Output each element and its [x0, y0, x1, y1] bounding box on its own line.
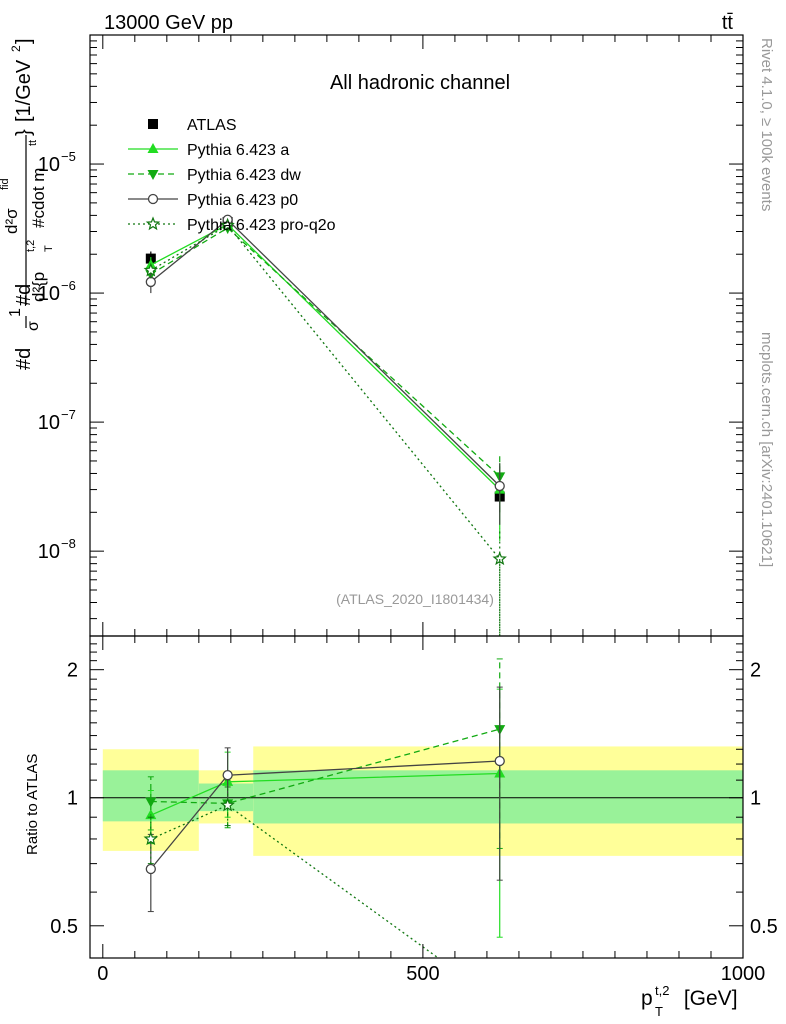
ratio-series-pythia-6-423-p0	[145, 686, 505, 913]
ylabel-part-denominator: d²{p	[29, 272, 48, 302]
data-point	[220, 217, 235, 232]
legend-marker	[147, 143, 159, 153]
ratio-y-tick-label-right: 1	[750, 788, 761, 810]
ratio-point	[145, 863, 156, 875]
xlabel-subscript: T	[655, 1004, 663, 1019]
ylabel-part-unit-close: ]	[13, 38, 35, 44]
legend-marker	[147, 193, 159, 205]
ylabel-part-sigma: σ	[25, 321, 42, 331]
ratio-panel-frame	[89, 635, 744, 959]
ratio-series-pythia-6-423-pro-q2o	[143, 786, 438, 958]
ratio-y-tick-label-left: 2	[67, 660, 78, 682]
y-tick-label-exponent: −8	[61, 536, 76, 551]
mcplots-label: mcplots.cern.ch [arXiv:2401.10621]	[758, 332, 775, 567]
ylabel-part-brace: }	[13, 129, 35, 136]
xlabel-p: p	[641, 987, 653, 1010]
header-process-label: tt̄	[722, 12, 734, 34]
y-tick-label-base: 10	[38, 412, 60, 434]
chart-title: All hadronic channel	[330, 72, 510, 94]
y-tick-label-exponent: −7	[61, 407, 76, 422]
ratio-y-axis-label: Ratio to ATLAS	[24, 754, 41, 855]
ratio-point	[222, 770, 233, 781]
y-tick-label-exponent: −6	[61, 278, 76, 293]
ylabel-part-cdot: #cdot m	[29, 168, 48, 228]
series-pythia-6-423-pro-q2o	[143, 217, 507, 634]
series-line	[150, 218, 501, 487]
ratio-y-tick-label-left: 1	[67, 788, 78, 810]
x-tick-label: 500	[406, 963, 439, 985]
rivet-version-label: Rivet 4.1.0, ≥ 100k events	[758, 38, 775, 211]
series-atlas	[145, 217, 505, 513]
y-tick-label-exponent: −5	[61, 149, 76, 164]
analysis-id-label: (ATLAS_2020_I1801434)	[336, 591, 494, 607]
xlabel-superscript: t,2	[655, 983, 669, 998]
legend-marker	[145, 216, 161, 231]
series-line	[150, 224, 501, 560]
series-line	[150, 223, 501, 491]
ylabel-part-one: 1	[7, 308, 24, 317]
series-pythia-6-423-a	[145, 218, 506, 541]
ratio-point	[220, 797, 235, 812]
ratio-y-tick-label-right: 0.5	[750, 916, 778, 938]
x-axis-label: p t,2 T [GeV]	[641, 983, 738, 1019]
ratio-line	[150, 728, 500, 805]
data-point	[494, 480, 505, 492]
legend-label: ATLAS	[187, 117, 237, 134]
ylabel-part-unit: [1/GeV	[13, 59, 35, 122]
legend-label: Pythia 6.423 p0	[187, 192, 298, 209]
legend: ATLAS Pythia 6.423 a Pythia 6.423 dw Pythia…	[128, 117, 336, 234]
legend-label: Pythia 6.423 dw	[187, 167, 301, 184]
y-tick-label-base: 10	[38, 283, 60, 305]
legend-label: Pythia 6.423 a	[187, 142, 289, 159]
data-point	[492, 551, 507, 566]
series-pythia-6-423-p0	[145, 214, 505, 525]
legend-marker	[148, 119, 158, 129]
ratio-point	[143, 831, 159, 846]
ratio-y-tick-label-right: 2	[750, 660, 761, 682]
y-axis-label: #d 1 σ #d d²σ fid d²{p t,2 T #cdot m tt …	[0, 38, 55, 370]
data-point	[143, 262, 159, 277]
ratio-panel: 0.5 0.5 1 1 2 2 0 500 1000	[50, 635, 778, 985]
ylabel-part-d1: #d	[13, 348, 35, 370]
series-line	[150, 227, 501, 477]
legend-marker	[147, 170, 159, 180]
xlabel-unit: [GeV]	[678, 987, 738, 1010]
header-energy-label: 13000 GeV pp	[104, 12, 233, 34]
ratio-y-tick-label-left: 0.5	[50, 916, 78, 938]
y-tick-label-base: 10	[38, 541, 60, 563]
data-point	[145, 276, 156, 288]
ylabel-part-d2: #d	[13, 284, 35, 306]
ratio-line	[150, 804, 438, 958]
ylabel-part-numerator: d²σ	[2, 208, 21, 234]
y-tick-label-base: 10	[38, 154, 60, 176]
ylabel-part-tt: tt	[27, 140, 39, 146]
series-pythia-6-423-dw	[145, 222, 506, 513]
x-tick-label: 1000	[721, 963, 766, 985]
ratio-point	[494, 755, 505, 767]
ylabel-part-T: T	[43, 245, 55, 252]
ylabel-part-fid: fid	[0, 178, 11, 190]
x-tick-label: 0	[97, 963, 108, 985]
ylabel-part-t2: t,2	[25, 240, 37, 252]
legend-label: Pythia 6.423 pro-q2o	[187, 217, 336, 234]
ratio-point	[145, 797, 157, 808]
ylabel-part-unit-exp: 2	[9, 45, 23, 52]
